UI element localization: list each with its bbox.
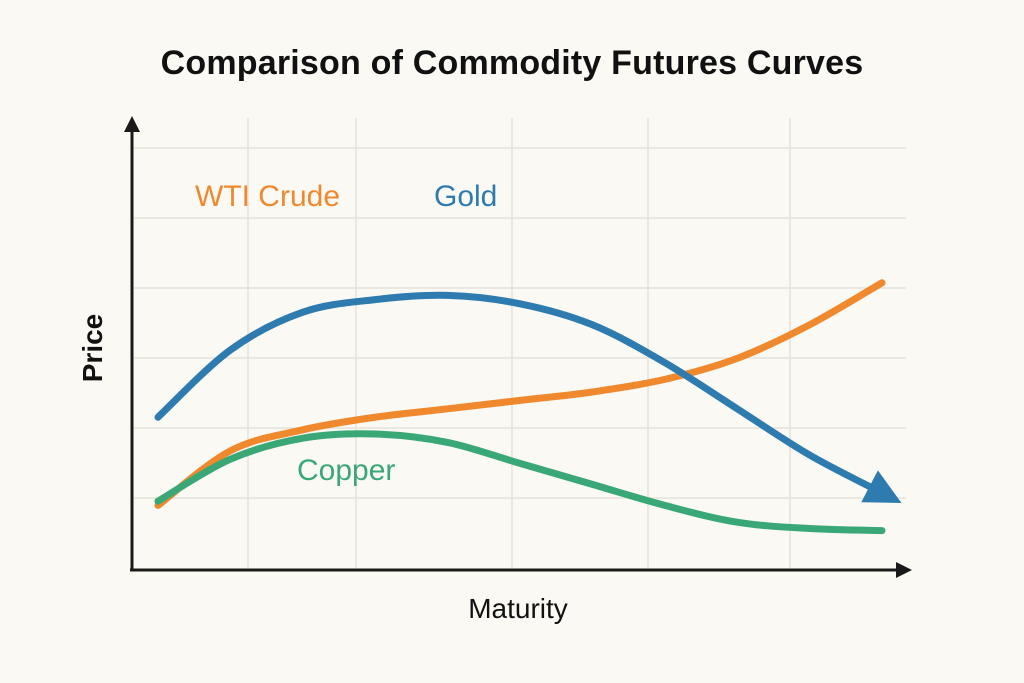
grid (134, 118, 906, 568)
series-layer (154, 279, 902, 535)
series-label-copper: Copper (297, 454, 395, 487)
y-axis-arrow (124, 116, 140, 132)
labels: Maturity Price WTI Crude Gold Copper (77, 180, 568, 624)
gold-arrowhead (861, 470, 902, 503)
x-axis-arrow (896, 562, 912, 578)
series-line-gold (154, 291, 886, 497)
y-axis-label: Price (77, 314, 108, 383)
x-axis-label: Maturity (468, 593, 568, 624)
axes (124, 116, 912, 578)
chart-title: Comparison of Commodity Futures Curves (160, 44, 864, 82)
series-line-copper (154, 430, 886, 535)
series-label-wti-crude: WTI Crude (195, 180, 340, 213)
series-line-wti-crude (154, 279, 886, 509)
series-label-gold: Gold (434, 180, 497, 213)
